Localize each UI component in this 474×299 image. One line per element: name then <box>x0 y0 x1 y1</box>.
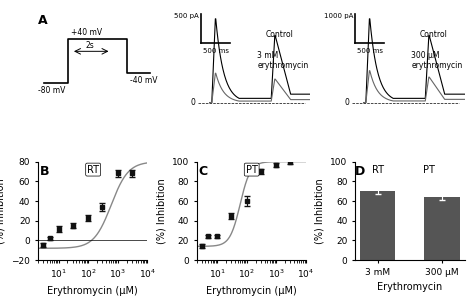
Text: PT: PT <box>423 164 435 175</box>
X-axis label: Erythromycin (μM): Erythromycin (μM) <box>206 286 297 296</box>
Text: 0: 0 <box>191 98 195 107</box>
Text: PT: PT <box>246 164 258 175</box>
Text: -80 mV: -80 mV <box>38 86 65 95</box>
Text: RT: RT <box>87 164 99 175</box>
Y-axis label: (%) Inhibition: (%) Inhibition <box>315 178 325 244</box>
Text: -40 mV: -40 mV <box>130 76 158 85</box>
Text: 3 mM
erythromycin: 3 mM erythromycin <box>257 51 309 70</box>
Text: 500 ms: 500 ms <box>357 48 383 54</box>
X-axis label: Erythromycin (μM): Erythromycin (μM) <box>47 286 138 296</box>
Text: C: C <box>199 164 208 178</box>
Text: 300 μM
erythromycin: 300 μM erythromycin <box>411 51 463 70</box>
Text: +40 mV: +40 mV <box>71 28 102 36</box>
Text: 1000 pA: 1000 pA <box>324 13 353 19</box>
Y-axis label: (%) Inhibition: (%) Inhibition <box>156 178 166 244</box>
Text: D: D <box>355 164 365 178</box>
Text: B: B <box>40 164 50 178</box>
Text: Control: Control <box>419 30 447 39</box>
Text: 500 ms: 500 ms <box>203 48 228 54</box>
Text: Control: Control <box>265 30 293 39</box>
Text: 2s: 2s <box>86 41 94 50</box>
Text: RT: RT <box>372 164 383 175</box>
Y-axis label: (%) Inhibition: (%) Inhibition <box>0 178 6 244</box>
Bar <box>424 197 460 260</box>
Text: 500 pA: 500 pA <box>174 13 199 19</box>
X-axis label: Erythromycin: Erythromycin <box>377 282 442 292</box>
Text: A: A <box>38 14 47 27</box>
Bar <box>360 191 395 260</box>
Text: 0: 0 <box>345 98 349 107</box>
